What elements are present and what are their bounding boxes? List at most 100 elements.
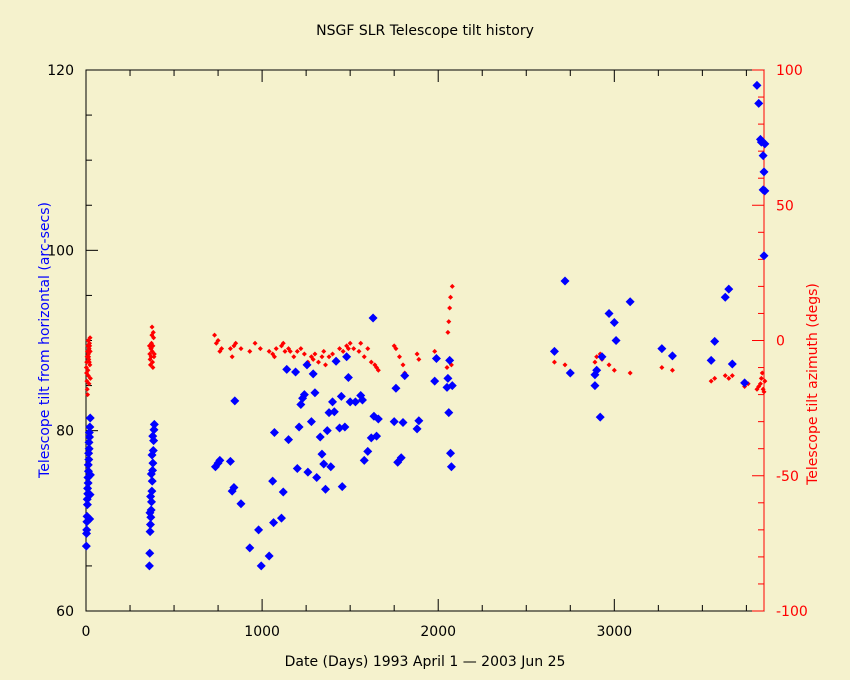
tilt-point — [430, 376, 440, 386]
tilt-point — [400, 371, 410, 381]
y-tick-label: 100 — [47, 243, 74, 259]
tilt-point — [269, 427, 279, 437]
tilt-point — [84, 437, 94, 447]
azimuth-point — [229, 354, 235, 360]
tilt-point — [83, 460, 93, 470]
y2-tick-label: -100 — [776, 604, 808, 620]
azimuth-point — [396, 354, 402, 360]
tilt-point — [230, 396, 240, 406]
y2-tick-label: -50 — [776, 469, 799, 485]
tilt-point — [372, 431, 382, 441]
chart-title: NSGF SLR Telescope tilt history — [316, 23, 534, 39]
y2-tick-label: 50 — [776, 198, 794, 214]
azimuth-point — [446, 319, 452, 325]
tilt-point — [342, 352, 352, 362]
tilt-point — [278, 487, 288, 497]
azimuth-point — [340, 348, 346, 354]
tilt-point — [363, 446, 373, 456]
azimuth-point — [562, 362, 568, 368]
y-tick-label: 120 — [47, 63, 74, 79]
tilt-point — [760, 186, 770, 196]
azimuth-point — [282, 348, 288, 354]
azimuth-point — [712, 375, 718, 381]
tilt-point — [81, 541, 91, 551]
tilt-point — [447, 381, 457, 391]
azimuth-point — [85, 367, 91, 373]
tilt-point — [758, 151, 768, 161]
azimuth-point — [592, 359, 598, 365]
x-tick-label: 1000 — [244, 624, 280, 640]
azimuth-point — [150, 365, 156, 371]
azimuth-point — [659, 365, 665, 371]
tilt-point — [85, 422, 95, 432]
tilt-point — [443, 373, 453, 383]
tilt-point — [760, 139, 770, 149]
tilt-series — [81, 80, 770, 571]
azimuth-point — [87, 343, 93, 349]
tilt-point — [225, 456, 235, 466]
tilt-point — [560, 276, 570, 286]
tilt-point — [336, 391, 346, 401]
azimuth-point — [757, 381, 763, 387]
tilt-point — [312, 473, 322, 483]
tilt-point — [83, 478, 93, 488]
tilt-point — [215, 455, 225, 465]
azimuth-point — [148, 354, 154, 360]
azimuth-point — [87, 348, 93, 354]
y2-tick-label: 100 — [776, 63, 803, 79]
azimuth-point — [87, 335, 93, 341]
azimuth-point — [227, 346, 233, 352]
tilt-point — [331, 356, 341, 366]
tilt-point — [299, 390, 309, 400]
azimuth-point — [762, 378, 768, 384]
tilt-point — [84, 455, 94, 465]
azimuth-point — [151, 351, 157, 357]
tilt-point — [148, 458, 158, 468]
tilt-point — [611, 336, 621, 345]
tilt-point — [317, 449, 327, 459]
azimuth-point — [150, 343, 156, 349]
azimuth-point — [759, 370, 765, 376]
tilt-point — [391, 383, 401, 393]
azimuth-point — [252, 340, 258, 346]
azimuth-point — [337, 346, 343, 352]
azimuth-point — [291, 354, 297, 360]
azimuth-point — [594, 354, 600, 360]
azimuth-point — [361, 354, 367, 360]
azimuth-point — [400, 362, 406, 368]
tilt-point — [147, 450, 157, 460]
tilt-point — [319, 459, 329, 469]
tilt-point — [759, 251, 769, 261]
tilt-point — [84, 448, 94, 458]
azimuth-point — [312, 351, 318, 357]
azimuth-point — [722, 373, 728, 379]
azimuth-point — [393, 346, 399, 352]
tilt-point — [595, 412, 605, 422]
tilt-point — [145, 527, 155, 537]
x-tick-label: 3000 — [596, 624, 632, 640]
x-axis-ticks: 0 1000 2000 3000 — [82, 70, 747, 640]
azimuth-point — [606, 362, 612, 368]
azimuth-point — [150, 329, 156, 335]
tilt-point — [431, 354, 441, 364]
azimuth-point — [294, 348, 300, 354]
tilt-point — [282, 364, 292, 374]
tilt-point — [752, 80, 762, 90]
tilt-point — [720, 292, 730, 302]
tilt-point — [740, 378, 750, 388]
tilt-point — [146, 469, 156, 479]
azimuth-point — [760, 386, 766, 392]
tilt-point — [549, 346, 559, 356]
tilt-point — [302, 360, 312, 370]
y2-axis-ticks: -100 -50 0 50 100 — [752, 63, 808, 620]
tilt-point — [340, 422, 350, 432]
tilt-point — [398, 418, 408, 428]
tilt-point — [590, 381, 600, 391]
azimuth-point — [247, 348, 253, 354]
tilt-point — [268, 476, 278, 486]
tilt-point — [328, 397, 338, 407]
azimuth-point — [330, 351, 336, 357]
tilt-point — [145, 548, 155, 558]
azimuth-point — [273, 346, 279, 352]
